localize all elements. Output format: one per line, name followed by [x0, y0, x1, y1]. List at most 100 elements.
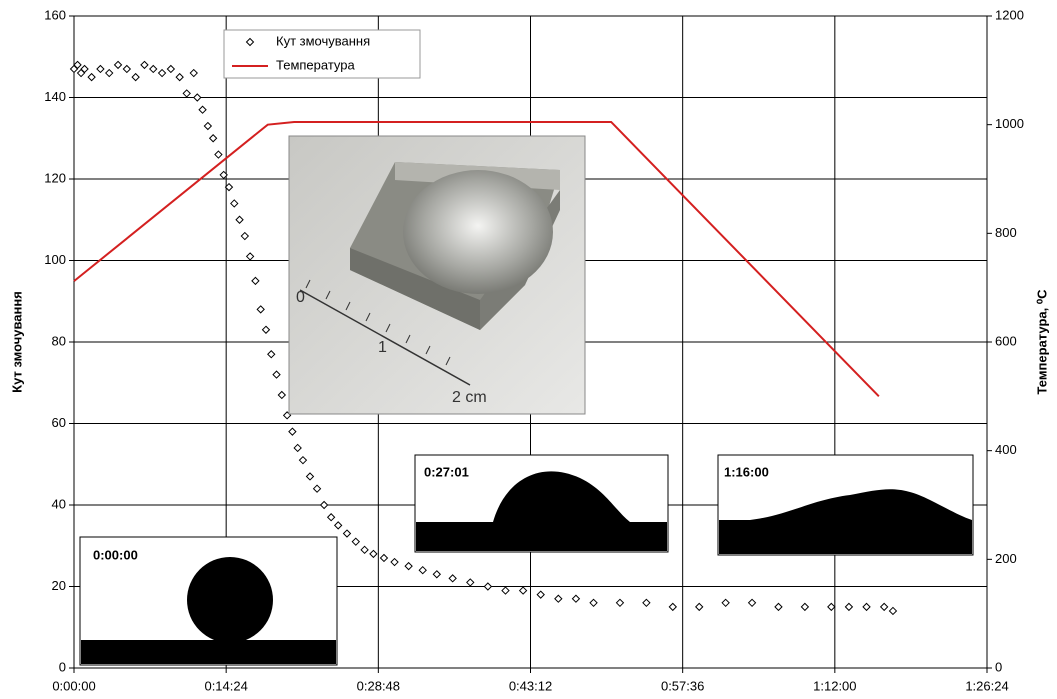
data-point [306, 473, 313, 480]
data-point [335, 522, 342, 529]
legend-label: Кут змочування [276, 33, 370, 48]
data-point [405, 563, 412, 570]
x-tick-label: 1:26:24 [965, 678, 1008, 693]
y-tick-label: 100 [44, 252, 66, 267]
data-point [328, 514, 335, 521]
data-point [502, 587, 509, 594]
data-point [863, 603, 870, 610]
data-point [845, 603, 852, 610]
data-point [247, 253, 254, 260]
data-point [696, 603, 703, 610]
data-point [370, 550, 377, 557]
data-point [449, 575, 456, 582]
data-point [467, 579, 474, 586]
data-point [314, 485, 321, 492]
y-tick-label: 140 [44, 89, 66, 104]
y-tick-label: 0 [59, 659, 66, 674]
data-point [361, 546, 368, 553]
x-tick-label: 0:57:36 [661, 678, 704, 693]
data-point [167, 65, 174, 72]
data-point [268, 351, 275, 358]
data-point [294, 444, 301, 451]
y-tick-label: 80 [52, 333, 66, 348]
x-tick-label: 0:28:48 [357, 678, 400, 693]
data-point [199, 106, 206, 113]
y-tick-label: 60 [52, 415, 66, 430]
x-tick-label: 0:43:12 [509, 678, 552, 693]
data-point [433, 571, 440, 578]
y2-tick-label: 0 [995, 659, 1002, 674]
data-point [159, 70, 166, 77]
y2-tick-label: 1200 [995, 7, 1024, 22]
data-point [115, 61, 122, 68]
data-point [299, 457, 306, 464]
y2-tick-label: 400 [995, 442, 1017, 457]
data-point [210, 135, 217, 142]
data-point [555, 595, 562, 602]
legend-label: Температура [276, 57, 356, 72]
chart: 0204060801001201401600200400600800100012… [0, 0, 1057, 699]
data-point [150, 65, 157, 72]
data-point [97, 65, 104, 72]
data-point [278, 391, 285, 398]
data-point [257, 306, 264, 313]
data-point [236, 216, 243, 223]
data-point [419, 567, 426, 574]
data-point [380, 554, 387, 561]
y-tick-label: 40 [52, 496, 66, 511]
drop-inset: 0:00:00 [80, 537, 337, 665]
inset-label: 1:16:00 [724, 464, 769, 479]
y2-tick-label: 800 [995, 225, 1017, 240]
data-point [352, 538, 359, 545]
data-point [343, 530, 350, 537]
data-point [321, 502, 328, 509]
legend: Кут змочування Температура [224, 30, 420, 78]
data-point [669, 603, 676, 610]
y-tick-label: 160 [44, 7, 66, 22]
data-point [590, 599, 597, 606]
data-point [828, 603, 835, 610]
data-point [749, 599, 756, 606]
data-point [262, 326, 269, 333]
photo-label: 1 [378, 339, 387, 356]
data-point [520, 587, 527, 594]
data-point [252, 277, 259, 284]
data-point [775, 603, 782, 610]
data-point [537, 591, 544, 598]
y2-tick-label: 600 [995, 333, 1017, 348]
data-point [616, 599, 623, 606]
data-point [889, 607, 896, 614]
data-point [289, 428, 296, 435]
y2-tick-label: 200 [995, 551, 1017, 566]
drop-inset: 0:27:01 [415, 455, 668, 552]
photo-label: 0 [296, 289, 305, 306]
y2-axis-title: Температура, ⁰C [1034, 289, 1049, 395]
y-tick-label: 20 [52, 578, 66, 593]
data-point [204, 123, 211, 130]
photo-inset: 0 1 2 cm [289, 136, 585, 414]
y-tick-label: 120 [44, 170, 66, 185]
data-point [391, 559, 398, 566]
data-point [215, 151, 222, 158]
data-point [722, 599, 729, 606]
data-point [176, 74, 183, 81]
inset-label: 0:00:00 [93, 547, 138, 562]
data-point [572, 595, 579, 602]
data-point [106, 70, 113, 77]
data-point [132, 74, 139, 81]
data-point [194, 94, 201, 101]
photo-label: 2 cm [452, 389, 487, 406]
x-tick-label: 0:00:00 [52, 678, 95, 693]
data-point [273, 371, 280, 378]
data-point [881, 603, 888, 610]
data-point [801, 603, 808, 610]
data-point [88, 74, 95, 81]
data-point [484, 583, 491, 590]
data-point [141, 61, 148, 68]
drop-inset: 1:16:00 [718, 455, 973, 555]
inset-label: 0:27:01 [424, 464, 469, 479]
y2-tick-label: 1000 [995, 116, 1024, 131]
data-point [241, 233, 248, 240]
data-point [190, 70, 197, 77]
x-tick-label: 0:14:24 [204, 678, 247, 693]
